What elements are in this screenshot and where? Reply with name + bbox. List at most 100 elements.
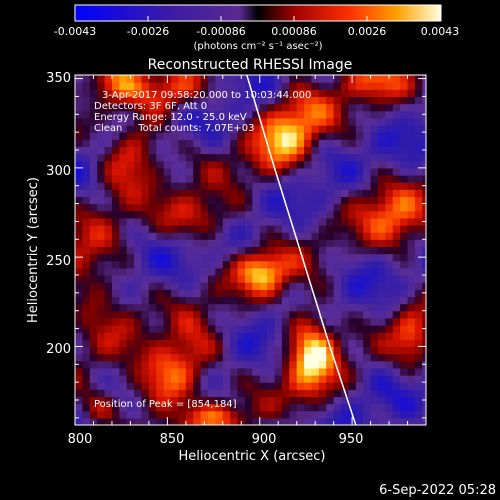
- heatmap-cell: [244, 82, 253, 90]
- heatmap-cell: [333, 182, 342, 190]
- heatmap-cell: [355, 89, 364, 98]
- heatmap-cell: [296, 310, 305, 319]
- heatmap-cell: [392, 410, 401, 419]
- heatmap-cell: [193, 403, 202, 412]
- heatmap-cell: [370, 275, 379, 283]
- heatmap-cell: [126, 210, 135, 219]
- y-tick-label: 200: [46, 342, 71, 357]
- heatmap-cell: [400, 289, 409, 298]
- heatmap-cell: [208, 146, 216, 155]
- heatmap-cell: [244, 303, 253, 312]
- heatmap-cell: [326, 410, 335, 419]
- heatmap-cell: [318, 417, 327, 425]
- heatmap-cell: [311, 146, 320, 155]
- heatmap-cell: [89, 82, 98, 90]
- heatmap-cell: [267, 239, 276, 248]
- heatmap-cell: [208, 360, 216, 369]
- heatmap-cell: [215, 75, 224, 83]
- heatmap-cell: [163, 217, 172, 226]
- heatmap-cell: [208, 225, 216, 233]
- heatmap-cell: [377, 153, 386, 162]
- heatmap-cell: [252, 82, 261, 90]
- heatmap-cell: [422, 410, 426, 419]
- heatmap-cell: [89, 260, 98, 269]
- heatmap-cell: [296, 353, 305, 362]
- heatmap-cell: [237, 196, 246, 205]
- heatmap-cell: [333, 110, 342, 119]
- heatmap-cell: [333, 317, 342, 326]
- heatmap-cell: [200, 175, 209, 183]
- heatmap-cell: [97, 310, 106, 319]
- heatmap-cell: [230, 75, 239, 83]
- heatmap-cell: [385, 96, 394, 105]
- heatmap-cell: [252, 182, 261, 190]
- heatmap-cell: [363, 332, 372, 340]
- heatmap-cell: [385, 153, 394, 162]
- heatmap-cell: [333, 310, 342, 319]
- heatmap-cell: [208, 82, 216, 90]
- heatmap-cell: [111, 203, 120, 212]
- heatmap-cell: [267, 246, 276, 255]
- heatmap-cell: [111, 289, 120, 298]
- heatmap-cell: [400, 410, 409, 419]
- heatmap-cell: [422, 153, 426, 162]
- heatmap-cell: [355, 296, 364, 305]
- heatmap-cell: [222, 389, 231, 398]
- heatmap-cell: [230, 417, 239, 425]
- heatmap-cell: [259, 75, 268, 83]
- heatmap-cell: [311, 203, 320, 212]
- heatmap-cell: [230, 153, 239, 162]
- heatmap-cell: [215, 146, 224, 155]
- heatmap-cell: [363, 175, 372, 183]
- heatmap-cell: [318, 339, 327, 348]
- heatmap-cell: [119, 332, 128, 340]
- heatmap-cell: [200, 303, 209, 312]
- heatmap-cell: [111, 296, 120, 305]
- heatmap-cell: [326, 96, 335, 105]
- heatmap-cell: [355, 389, 364, 398]
- heatmap-cell: [274, 310, 283, 319]
- heatmap-cell: [289, 396, 298, 405]
- heatmap-cell: [377, 410, 386, 419]
- heatmap-cell: [134, 410, 143, 419]
- heatmap-cell: [311, 132, 320, 140]
- colorbar-unit-label: (photons cm⁻² s⁻¹ asec⁻²): [193, 41, 322, 52]
- heatmap-cell: [341, 396, 350, 405]
- heatmap-cell: [111, 167, 120, 176]
- heatmap-cell: [111, 282, 120, 290]
- heatmap-cell: [141, 389, 150, 398]
- heatmap-cell: [193, 239, 202, 248]
- heatmap-cell: [252, 303, 261, 312]
- heatmap-cell: [208, 217, 216, 226]
- heatmap-cell: [171, 89, 180, 98]
- heatmap-cell: [97, 389, 106, 398]
- heatmap-cell: [341, 353, 350, 362]
- heatmap-cell: [237, 203, 246, 212]
- heatmap-cell: [119, 339, 128, 348]
- heatmap-cell: [185, 353, 194, 362]
- heatmap-cell: [348, 160, 357, 169]
- heatmap-cell: [318, 117, 327, 126]
- heatmap-cell: [148, 303, 157, 312]
- heatmap-cell: [82, 217, 91, 226]
- heatmap-cell: [341, 139, 350, 148]
- heatmap-cell: [134, 417, 143, 425]
- heatmap-cell: [400, 160, 409, 169]
- axis-ticks: [74, 75, 427, 425]
- heatmap-cell: [119, 396, 128, 405]
- heatmap-cell: [148, 367, 157, 376]
- heatmap-cell: [341, 339, 350, 348]
- heatmap-cell: [148, 89, 157, 98]
- heatmap-cell: [259, 325, 268, 333]
- heatmap-cell: [134, 360, 143, 369]
- heatmap-cell: [326, 332, 335, 340]
- heatmap-cell: [171, 360, 180, 369]
- heatmap-cell: [141, 332, 150, 340]
- heatmap-cell: [400, 296, 409, 305]
- heatmap-cell: [200, 110, 209, 119]
- heatmap-cell: [348, 110, 357, 119]
- heatmap-cell: [126, 310, 135, 319]
- heatmap-cell: [126, 132, 135, 140]
- heatmap-cell: [215, 375, 224, 383]
- heatmap-cell: [97, 403, 106, 412]
